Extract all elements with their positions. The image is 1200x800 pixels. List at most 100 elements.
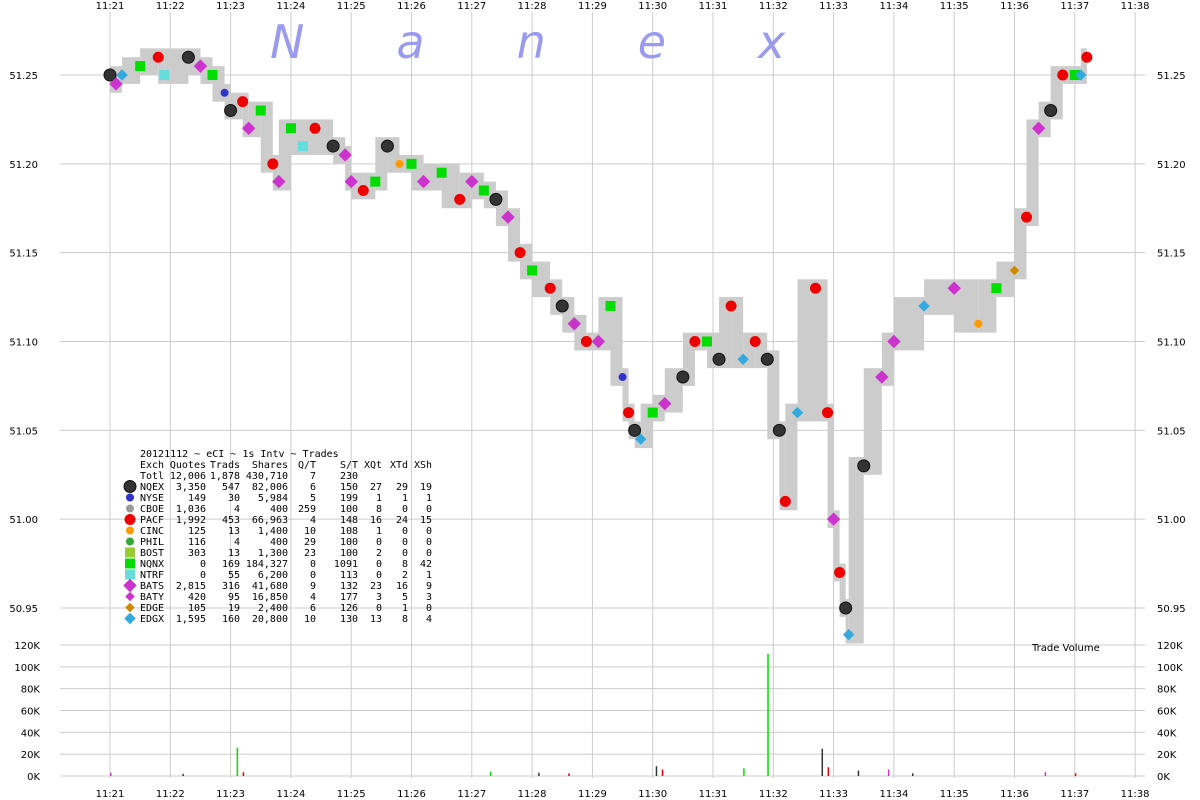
x-tick-top: 11:36 [1000,1,1029,12]
stats-cell: 2 [402,570,408,581]
volume-bar [661,769,664,776]
volume-bar [767,653,769,776]
stats-cell: BATY [140,592,164,603]
stats-cell: 0 [402,537,408,548]
x-tick-top: 11:30 [638,1,667,12]
trade-marker-pacf [1081,51,1093,63]
stats-cell: 125 [188,526,206,537]
x-tick-bottom: 11:36 [1000,789,1029,800]
stats-cell: CINC [140,526,164,537]
y-tick-left: 51.15 [9,249,38,260]
stats-header-cell: XSh [414,460,432,471]
stats-cell: 169 [222,559,240,570]
stats-legend-marker-nyse [126,493,134,502]
quote-band [833,510,840,582]
quote-band [815,279,828,422]
trade-marker-bats [591,334,606,349]
volume-label: Trade Volume [1031,643,1100,654]
volume-bars [110,653,1077,776]
stats-header-cell: XQt [364,460,382,471]
stats-cell: 2 [376,548,382,559]
trade-marker-nqex [224,104,238,118]
stats-cell: 3 [426,592,432,603]
trade-marker-bats [344,174,358,189]
stats-legend-marker-baty [125,591,135,602]
trade-marker-bats [338,148,352,162]
stats-cell: 148 [340,515,358,526]
stats-cell: BOST [140,548,164,559]
stats-cell: 400 [270,504,288,515]
trade-marker-bats [947,281,961,295]
quote-band [345,146,352,191]
axis-labels: 11:21 11:21 11:22 11:22 11:23 11:23 11:24 11:24… [9,1,1185,800]
stats-cell: CBOE [140,504,164,515]
quote-band [845,599,849,644]
y-tick-left: 51.00 [9,515,38,526]
trade-marker-bats [826,512,841,526]
stats-cell: 184,327 [246,559,288,570]
stats-cell: 453 [222,515,240,526]
y-tick-left: 51.25 [9,71,38,82]
stats-cell: 108 [340,526,358,537]
y-tick-right: 51.15 [1157,249,1186,260]
stats-cell: 130 [340,614,358,625]
trade-marker-edgx [791,406,804,419]
stats-cell: NQNX [140,559,164,570]
stats-cell: 113 [340,570,358,581]
stats-cell: Totl [140,471,164,482]
trade-marker-nqex [628,423,642,437]
quote-band [260,101,273,173]
volume-tick-left: 80K [21,685,41,696]
volume-bar [110,772,112,776]
trade-marker-edgx [634,433,647,445]
trade-marker-pacf [454,193,466,205]
trade-marker-pacf [689,336,701,347]
stats-cell: 0 [310,559,316,570]
x-tick-bottom: 11:33 [819,789,848,800]
quote-band [1026,119,1039,227]
quote-band [1080,48,1087,84]
stats-cell: 177 [340,592,358,603]
stats-header-cell: Trads [210,460,240,471]
stats-cell: 41,680 [252,581,288,592]
x-tick-top: 11:27 [457,1,486,12]
volume-bar [489,771,492,776]
stats-cell: 8 [402,614,408,625]
stats-header-cell: Exch [140,460,164,471]
trade-marker-pacf [1057,69,1069,81]
x-tick-bottom: 11:34 [879,789,908,800]
volume-tick-right: 40K [1157,728,1177,739]
trade-marker-bats [241,121,256,136]
stats-cell: 1 [376,526,382,537]
stats-cell: 13 [370,614,382,625]
trade-markers [103,50,1093,641]
trade-marker-bats [416,174,431,189]
volume-tick-left: 120K [14,641,40,652]
volume-bar [1074,773,1077,776]
stats-cell: 1091 [334,559,358,570]
stats-cell: 13 [228,526,240,537]
trade-marker-bats [567,317,582,331]
trade-marker-pacf [779,495,791,507]
stats-cell: 2,400 [258,603,288,614]
stats-cell: NQEX [140,482,164,493]
stats-cell: 230 [340,471,358,482]
stats-cell: 132 [340,581,358,592]
stats-cell: 1,878 [210,471,240,482]
x-tick-bottom: 11:29 [578,789,607,800]
x-tick-bottom: 11:32 [759,789,788,800]
trade-marker-nqex [489,192,503,206]
trade-marker-nqex [181,50,195,64]
stats-cell: BATS [140,581,164,592]
stats-cell: NTRF [140,570,164,581]
quote-band [827,403,834,529]
stats-legend-marker-pacf [124,514,136,525]
quote-band [116,66,123,93]
stats-cell: 1,400 [258,526,288,537]
trade-marker-pacf [514,247,526,259]
trade-marker-nqnx [255,105,266,116]
x-tick-bottom: 11:35 [940,789,969,800]
volume-tick-left: 0K [27,772,40,783]
quote-band [779,421,786,511]
stats-cell: 0 [376,570,382,581]
